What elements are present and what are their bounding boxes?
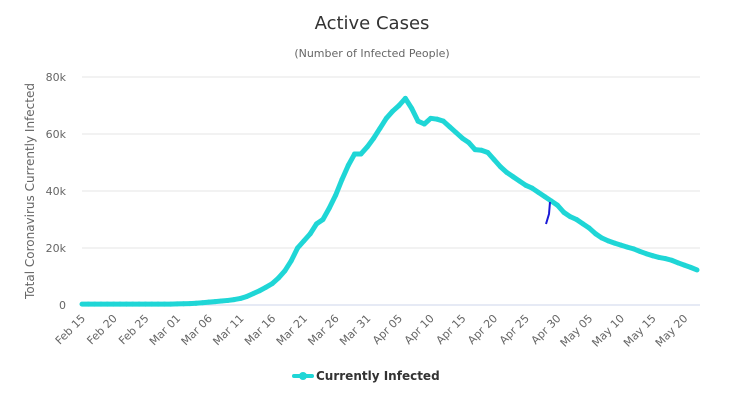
chart-subtitle: (Number of Infected People) (294, 47, 449, 60)
y-tick-label: 40k (46, 185, 67, 198)
x-tick-label: May 10 (589, 312, 627, 350)
x-tick-label: Mar 06 (179, 312, 215, 348)
x-tick-label: Mar 26 (305, 312, 341, 348)
x-tick-label: Apr 10 (402, 312, 437, 347)
line-segment (339, 162, 351, 183)
y-tick-label: 80k (46, 71, 67, 84)
legend-marker-icon (299, 372, 307, 380)
x-tick-label: May 05 (558, 312, 596, 350)
y-tick-label: 20k (46, 242, 67, 255)
x-tick-label: Feb 20 (84, 312, 119, 347)
x-tick-label: Apr 15 (434, 312, 469, 347)
line-segment (688, 264, 700, 273)
grid (82, 76, 700, 306)
series-currently-infected (79, 95, 700, 307)
x-tick-label: Feb 25 (116, 312, 151, 347)
y-tick-label: 0 (59, 299, 66, 312)
x-tick-label: May 20 (653, 312, 691, 350)
x-tick-label: Feb 15 (53, 312, 88, 347)
line-segment (333, 177, 345, 198)
x-tick-label: Mar 01 (147, 312, 183, 348)
y-axis-ticks: 0 20k 40k 60k 80k (46, 71, 67, 312)
x-tick-label: Mar 11 (210, 312, 246, 348)
x-tick-label: Apr 05 (370, 312, 405, 347)
chart-title: Active Cases (315, 13, 430, 34)
y-tick-label: 60k (46, 128, 67, 141)
x-tick-label: Mar 21 (274, 312, 310, 348)
legend-label: Currently Infected (316, 369, 440, 383)
x-tick-label: May 15 (621, 312, 659, 350)
x-tick-label: Apr 20 (465, 312, 500, 347)
x-tick-label: Mar 31 (337, 312, 373, 348)
x-tick-label: Apr 25 (497, 312, 532, 347)
legend-item-currently-infected[interactable]: Currently Infected (292, 369, 440, 383)
x-tick-label: Mar 16 (242, 312, 278, 348)
pen-annotation-mark (545, 201, 551, 225)
y-axis-label: Total Coronavirus Currently Infected (23, 83, 37, 300)
